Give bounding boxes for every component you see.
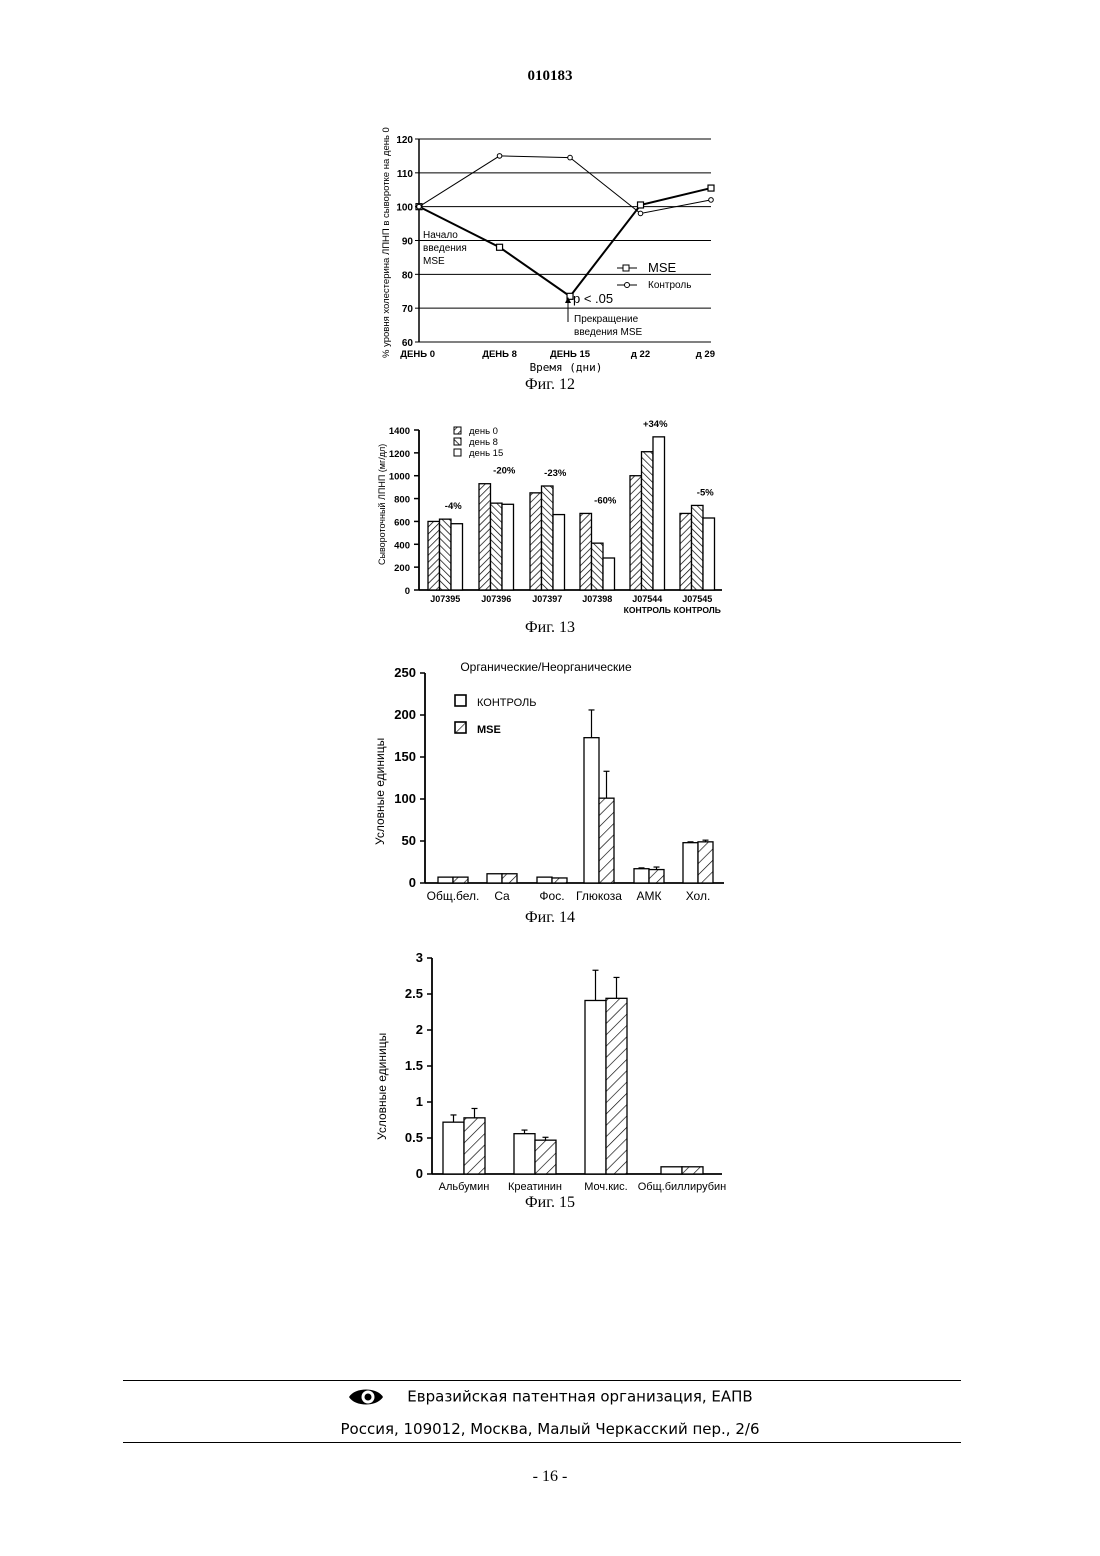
- y-tick-label: 2.5: [405, 986, 423, 1001]
- bar: [464, 1118, 485, 1174]
- figure-15-bar-chart: 0 0.5 1 1.5 2 2.5 3 Альбумин Креатинин Моч.кис. Об…: [0, 0, 1100, 1200]
- y-tick-label: 2: [416, 1022, 423, 1037]
- bar: [443, 1122, 464, 1174]
- bar: [585, 1000, 606, 1174]
- bar: [606, 998, 627, 1174]
- y-tick-label: 1: [416, 1094, 423, 1109]
- y-tick-label: 0.5: [405, 1130, 423, 1145]
- page-number: - 16 -: [0, 1468, 1100, 1486]
- eapo-logo-icon: [347, 1386, 385, 1408]
- y-tick-label: 1.5: [405, 1058, 423, 1073]
- bar: [682, 1167, 703, 1174]
- footer-organization-text: Евразийская патентная организация, ЕАПВ: [407, 1388, 752, 1406]
- y-tick-label: 0: [416, 1166, 423, 1181]
- footer-top-rule: [123, 1380, 961, 1381]
- figure-15-caption: Фиг. 15: [0, 1194, 1100, 1212]
- x-category-label: Общ.биллирубин: [638, 1181, 727, 1193]
- footer-address: Россия, 109012, Москва, Малый Черкасский…: [0, 1420, 1100, 1438]
- bar: [514, 1134, 535, 1174]
- fig15-ylabel: Условные единицы: [375, 1033, 389, 1140]
- y-tick-label: 3: [416, 950, 423, 965]
- x-category-label: Альбумин: [439, 1181, 490, 1193]
- bar: [535, 1140, 556, 1174]
- x-category-label: Креатинин: [508, 1181, 562, 1193]
- bar: [661, 1167, 682, 1174]
- footer-bottom-rule: [123, 1442, 961, 1443]
- footer-organization: Евразийская патентная организация, ЕАПВ: [0, 1386, 1100, 1408]
- x-category-label: Моч.кис.: [584, 1181, 627, 1193]
